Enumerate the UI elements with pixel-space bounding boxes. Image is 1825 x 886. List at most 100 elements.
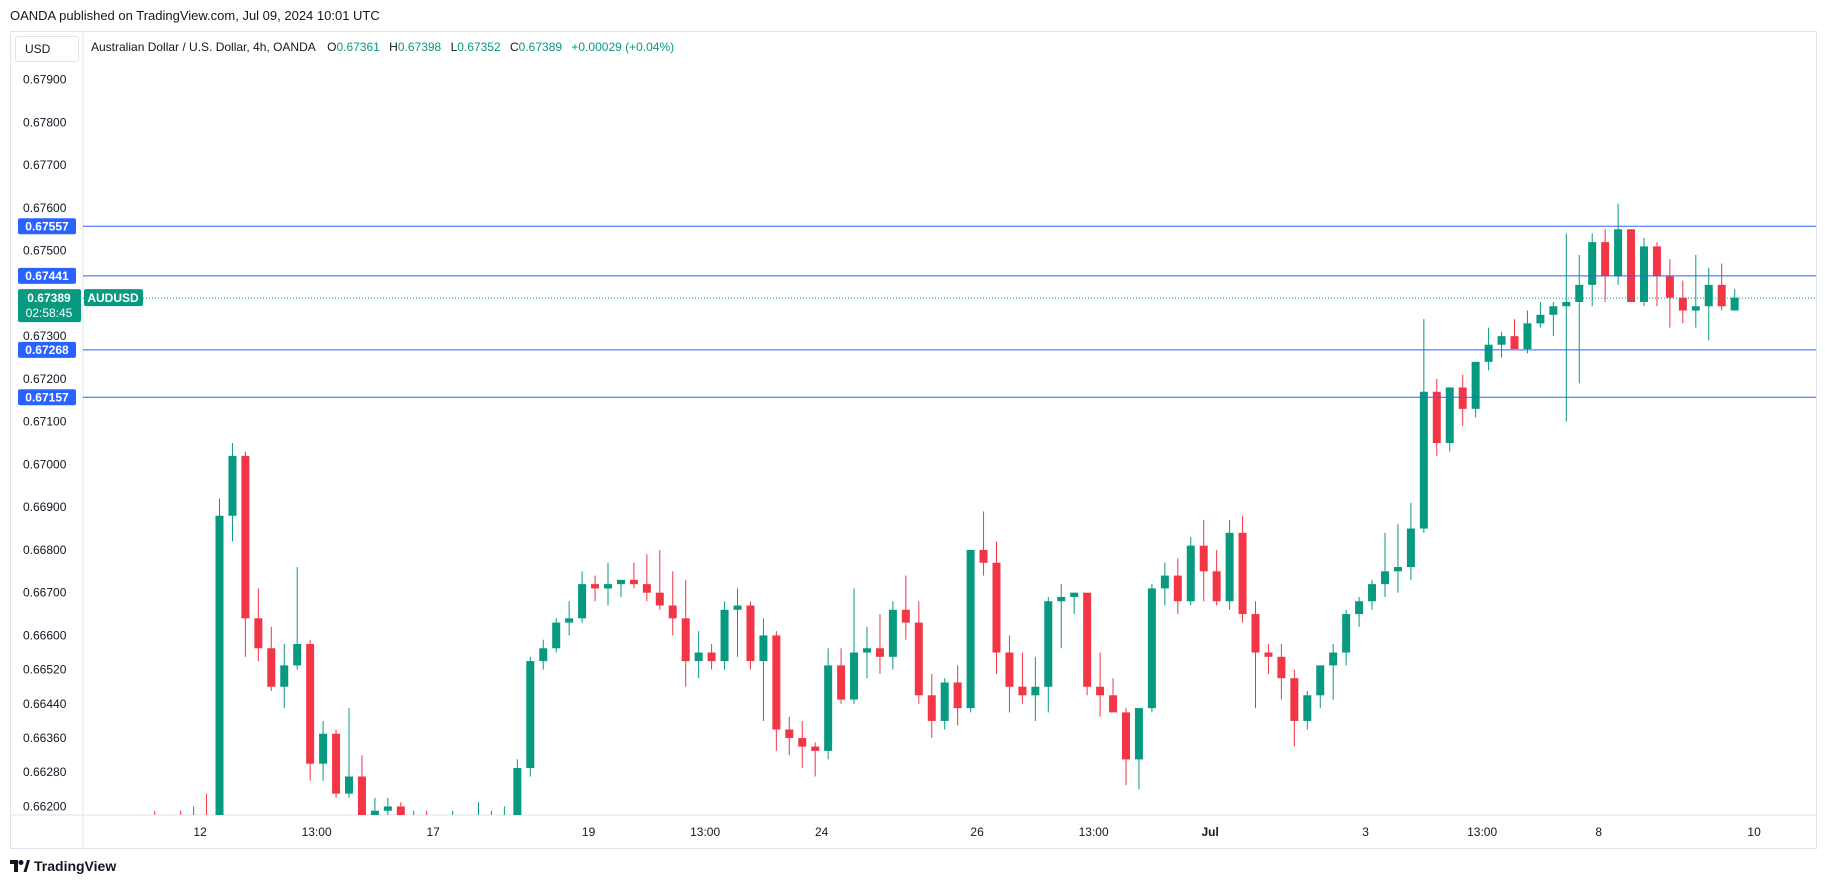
- candle-down[interactable]: [979, 549, 988, 563]
- candle-up[interactable]: [888, 609, 897, 657]
- candle-up[interactable]: [1614, 229, 1623, 277]
- candle-up[interactable]: [1549, 306, 1558, 315]
- candle-up[interactable]: [319, 733, 328, 764]
- candle-up[interactable]: [370, 810, 379, 820]
- candle-up[interactable]: [1393, 567, 1402, 572]
- candle-up[interactable]: [410, 819, 418, 832]
- candle-up[interactable]: [759, 635, 768, 662]
- currency-button[interactable]: USD: [15, 36, 79, 62]
- candle-down[interactable]: [1432, 391, 1441, 444]
- tradingview-logo[interactable]: TradingView: [10, 858, 116, 874]
- candle-up[interactable]: [824, 665, 833, 751]
- candle-up[interactable]: [850, 652, 859, 700]
- candle-up[interactable]: [1588, 242, 1597, 285]
- candle-up[interactable]: [1419, 391, 1428, 529]
- candle-down[interactable]: [462, 824, 470, 837]
- candle-down[interactable]: [681, 618, 690, 662]
- candle-up[interactable]: [1691, 306, 1700, 311]
- candle-down[interactable]: [707, 652, 716, 662]
- candle-down[interactable]: [811, 746, 820, 751]
- candle-up[interactable]: [604, 584, 612, 589]
- candle-down[interactable]: [875, 648, 884, 657]
- candle-down[interactable]: [1665, 276, 1674, 298]
- candle-down[interactable]: [1109, 695, 1118, 713]
- candle-up[interactable]: [215, 515, 224, 832]
- candle-down[interactable]: [1083, 592, 1092, 687]
- candle-down[interactable]: [254, 618, 263, 649]
- candle-down[interactable]: [125, 832, 133, 836]
- candle-up[interactable]: [616, 579, 625, 585]
- candle-up[interactable]: [1562, 301, 1571, 307]
- candle-up[interactable]: [383, 806, 392, 811]
- candle-up[interactable]: [1704, 284, 1713, 307]
- candle-down[interactable]: [1652, 246, 1661, 277]
- candle-up[interactable]: [280, 665, 289, 687]
- candle-up[interactable]: [1186, 545, 1195, 602]
- candle-up[interactable]: [565, 618, 574, 623]
- candle-up[interactable]: [293, 643, 302, 666]
- candle-down[interactable]: [992, 562, 1001, 653]
- candle-up[interactable]: [720, 609, 729, 662]
- candle-up[interactable]: [1497, 336, 1506, 345]
- candle-up[interactable]: [228, 455, 237, 516]
- candle-down[interactable]: [642, 584, 651, 593]
- candle-up[interactable]: [1523, 323, 1532, 349]
- candle-down[interactable]: [953, 682, 962, 709]
- candle-up[interactable]: [1044, 601, 1053, 687]
- candle-down[interactable]: [1199, 545, 1208, 572]
- candle-up[interactable]: [1575, 284, 1584, 302]
- candle-up[interactable]: [1147, 588, 1156, 709]
- candle-up[interactable]: [138, 828, 146, 837]
- candle-up[interactable]: [526, 661, 535, 768]
- candle-down[interactable]: [1627, 229, 1636, 302]
- candle-down[interactable]: [772, 635, 781, 730]
- candle-down[interactable]: [591, 584, 600, 589]
- candle-up[interactable]: [1445, 387, 1454, 444]
- candle-down[interactable]: [99, 836, 107, 840]
- candle-up[interactable]: [1316, 665, 1325, 696]
- candle-up[interactable]: [164, 824, 172, 833]
- candle-down[interactable]: [655, 592, 664, 606]
- candle-down[interactable]: [1290, 678, 1299, 721]
- candle-down[interactable]: [927, 695, 936, 721]
- candle-down[interactable]: [1251, 614, 1260, 653]
- candle-down[interactable]: [1277, 656, 1286, 679]
- candle-down[interactable]: [1212, 571, 1221, 602]
- candle-down[interactable]: [837, 665, 846, 700]
- candle-up[interactable]: [539, 648, 548, 662]
- candle-down[interactable]: [629, 579, 638, 585]
- candle-down[interactable]: [1264, 652, 1273, 657]
- candle-down[interactable]: [1678, 297, 1687, 311]
- candle-down[interactable]: [357, 776, 366, 820]
- candle-up[interactable]: [1057, 596, 1066, 602]
- candle-up[interactable]: [1134, 708, 1143, 760]
- candle-down[interactable]: [332, 733, 341, 794]
- candle-down[interactable]: [396, 806, 405, 832]
- candle-up[interactable]: [1342, 614, 1351, 653]
- candle-down[interactable]: [1122, 712, 1130, 760]
- candle-down[interactable]: [901, 609, 910, 623]
- candle-up[interactable]: [449, 824, 457, 833]
- candle-down[interactable]: [1173, 575, 1182, 602]
- candle-down[interactable]: [1096, 686, 1105, 696]
- candle-down[interactable]: [151, 828, 159, 832]
- candle-up[interactable]: [1031, 686, 1040, 696]
- candle-down[interactable]: [914, 622, 923, 696]
- candle-up[interactable]: [863, 648, 871, 653]
- candle-up[interactable]: [1484, 344, 1493, 362]
- candle-up[interactable]: [1355, 601, 1364, 615]
- candle-up[interactable]: [694, 652, 703, 662]
- candle-up[interactable]: [552, 622, 561, 649]
- candle-down[interactable]: [241, 455, 250, 619]
- candle-down[interactable]: [177, 824, 185, 828]
- candle-up[interactable]: [1640, 246, 1648, 302]
- candle-up[interactable]: [1471, 361, 1480, 409]
- candle-up[interactable]: [1070, 592, 1079, 597]
- candle-up[interactable]: [513, 767, 522, 815]
- candle-up[interactable]: [475, 819, 483, 836]
- candle-down[interactable]: [306, 643, 315, 764]
- candle-up[interactable]: [500, 815, 508, 832]
- candle-down[interactable]: [785, 729, 794, 739]
- candle-down[interactable]: [1717, 284, 1726, 307]
